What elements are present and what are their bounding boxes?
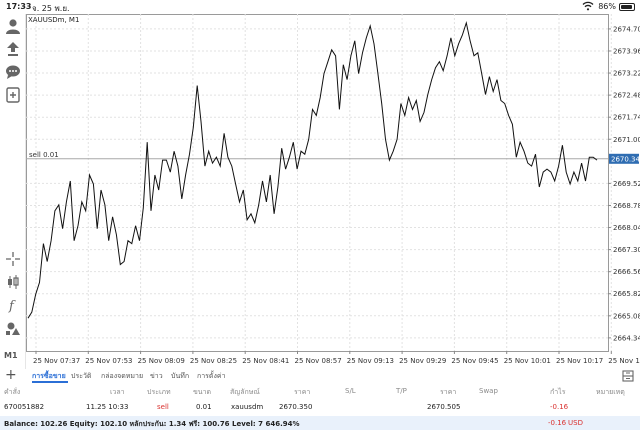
tab-mailbox[interactable]: กล่องจดหมาย <box>101 372 144 380</box>
balance-currency: USD <box>568 419 583 427</box>
tab-trade[interactable]: การซื้อขาย <box>32 372 66 380</box>
position-row[interactable]: 670051882 11.25 10:33 sell 0.01 xauusdm … <box>0 400 640 414</box>
y-tick-label: 2672.480 <box>613 92 640 100</box>
row-order: 670051882 <box>4 403 45 411</box>
x-tick-label: 25 Nov 08:25 <box>190 357 237 365</box>
balance-summary: Balance: 102.26 Equity: 102.10 หลักประกั… <box>4 420 300 428</box>
y-tick-label: 2671.740 <box>613 114 640 122</box>
new-document-icon[interactable] <box>5 87 21 103</box>
chat-icon[interactable] <box>5 64 21 80</box>
y-tick-label: 2673.220 <box>613 70 640 78</box>
balance-profit: -0.16 <box>548 419 567 427</box>
row-price: 2670.350 <box>279 403 313 411</box>
y-tick-label: 2668.040 <box>613 224 640 232</box>
row-current-price: 2670.505 <box>427 403 461 411</box>
header-order: คำสั่ง <box>4 388 21 396</box>
header-price: ราคา <box>294 388 311 396</box>
y-tick-label: 2669.520 <box>613 180 640 188</box>
price-chart[interactable]: 2674.700 2673.960 2673.220 2672.480 2671.740… <box>26 14 640 369</box>
current-price-label: 2670.345 <box>611 155 640 163</box>
row-type: sell <box>157 403 169 411</box>
wifi-icon <box>582 1 594 13</box>
indicator-f-icon[interactable]: f <box>5 297 21 314</box>
tab-settings[interactable]: การตั้งค่า <box>197 372 226 380</box>
header-sl: S/L <box>345 387 356 395</box>
x-tick-label: 25 Nov 10:33 <box>608 357 640 365</box>
x-tick-label: 25 Nov 09:29 <box>399 357 446 365</box>
tab-journal[interactable]: บันทึก <box>171 372 190 380</box>
active-tab-underline <box>32 381 68 383</box>
price-line <box>27 20 598 319</box>
left-toolbar: f M1 <box>0 14 26 369</box>
row-profit: -0.16 <box>550 403 569 411</box>
x-tick-label: 25 Nov 08:09 <box>138 357 185 365</box>
x-tick-label: 25 Nov 10:01 <box>504 357 551 365</box>
y-tick-label: 2664.340 <box>613 334 640 342</box>
header-profit: กำไร <box>550 388 566 396</box>
status-time: 17:33 <box>6 2 32 11</box>
x-tick-label: 25 Nov 08:41 <box>242 357 289 365</box>
battery-percent: 86% <box>598 2 616 11</box>
header-tp: T/P <box>396 387 407 395</box>
row-time: 11.25 10:33 <box>86 403 129 411</box>
row-symbol: xauusdm <box>231 403 264 411</box>
plot-frame <box>26 14 609 352</box>
tab-history[interactable]: ประวัติ <box>71 372 92 380</box>
chart-symbol-label: XAUUSDm, M1 <box>28 16 80 24</box>
header-type: ประเภท <box>147 388 171 396</box>
candlestick-icon[interactable] <box>5 274 21 290</box>
positions-table-header: คำสั่ง เวลา ประเภท ขนาด สัญลักษณ์ ราคา S… <box>0 384 640 398</box>
x-tick-label: 25 Nov 07:37 <box>33 357 80 365</box>
x-tick-label: 25 Nov 07:53 <box>85 357 132 365</box>
y-tick-label: 2667.300 <box>613 246 640 254</box>
y-tick-label: 2674.700 <box>613 25 640 33</box>
header-swap: Swap <box>479 387 498 395</box>
y-tick-label: 2666.560 <box>613 268 640 276</box>
layout-toggle-icon[interactable] <box>622 370 634 382</box>
header-size: ขนาด <box>193 388 212 396</box>
status-date: จ. 25 พ.ย. <box>32 4 70 13</box>
add-icon[interactable]: + <box>5 367 17 383</box>
current-price-tag <box>609 153 639 164</box>
timeframe-m1[interactable]: M1 <box>4 351 18 360</box>
y-tick-label: 2668.780 <box>613 202 640 210</box>
header-symbol: สัญลักษณ์ <box>230 388 260 396</box>
x-tick-label: 25 Nov 08:57 <box>295 357 342 365</box>
header-current-price: ราคา <box>440 388 457 396</box>
header-comment: หมายเหตุ <box>596 388 625 396</box>
sell-order-label: sell 0.01 <box>29 151 59 159</box>
crosshair-icon[interactable] <box>5 251 21 267</box>
tab-news[interactable]: ข่าว <box>150 372 163 380</box>
status-bar: 17:33 จ. 25 พ.ย. 86% <box>0 0 640 14</box>
svg-text:f: f <box>8 299 16 313</box>
x-tick-label: 25 Nov 09:13 <box>347 357 394 365</box>
objects-shapes-icon[interactable] <box>5 320 21 336</box>
y-tick-label: 2665.080 <box>613 312 640 320</box>
y-tick-label: 2671.000 <box>613 136 640 144</box>
trade-arrows-icon[interactable] <box>5 41 21 57</box>
battery-icon <box>619 3 635 11</box>
chart-svg: 2674.700 2673.960 2673.220 2672.480 2671.740… <box>26 14 640 365</box>
y-tick-label: 2665.820 <box>613 290 640 298</box>
user-icon[interactable] <box>5 18 21 34</box>
header-time: เวลา <box>110 388 125 396</box>
y-tick-label: 2673.960 <box>613 47 640 55</box>
row-size: 0.01 <box>196 403 212 411</box>
bottom-tabs: + การซื้อขาย ประวัติ กล่องจดหมาย ข่าว บั… <box>0 367 640 383</box>
x-tick-label: 25 Nov 09:45 <box>451 357 498 365</box>
balance-bar: Balance: 102.26 Equity: 102.10 หลักประกั… <box>0 416 640 430</box>
x-tick-label: 25 Nov 10:17 <box>556 357 603 365</box>
